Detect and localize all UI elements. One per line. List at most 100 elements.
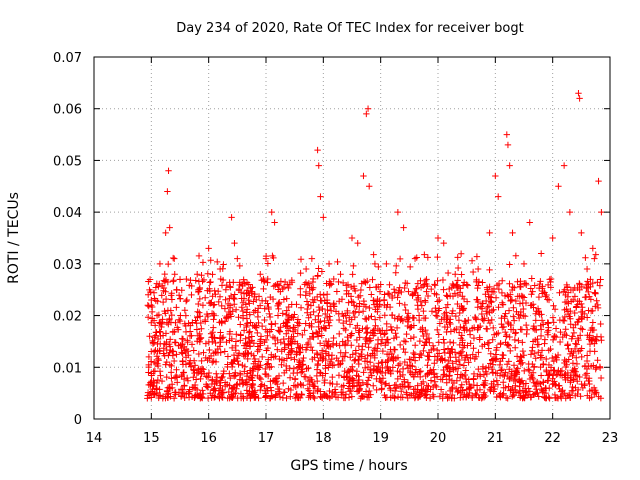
data-point	[591, 340, 598, 347]
data-point	[297, 256, 305, 263]
data-point	[291, 311, 298, 318]
data-point	[593, 297, 600, 304]
data-point	[174, 379, 181, 386]
data-point	[529, 375, 537, 383]
data-point	[222, 286, 230, 293]
data-point	[556, 385, 563, 393]
data-point	[407, 369, 414, 377]
data-point	[154, 376, 162, 384]
data-point	[429, 342, 437, 349]
data-point	[156, 319, 163, 326]
data-point	[557, 328, 564, 336]
data-point	[218, 302, 225, 310]
data-point	[294, 340, 301, 347]
data-point	[311, 394, 318, 402]
data-point	[348, 393, 356, 400]
data-point	[243, 290, 250, 297]
data-point	[587, 283, 594, 291]
data-point	[185, 360, 193, 367]
data-point	[219, 386, 226, 394]
data-point	[347, 293, 355, 300]
data-point	[399, 365, 407, 373]
data-point	[435, 350, 443, 357]
data-point	[226, 283, 234, 290]
data-point	[311, 354, 318, 361]
data-point	[507, 387, 514, 394]
data-point	[585, 288, 592, 296]
data-point	[155, 311, 163, 319]
data-point	[489, 336, 496, 343]
data-point	[198, 370, 205, 378]
data-point	[412, 366, 420, 373]
data-point	[248, 374, 256, 382]
data-point	[366, 183, 373, 190]
data-point	[355, 373, 362, 380]
data-point	[171, 374, 179, 381]
data-point	[531, 350, 538, 357]
data-point	[204, 383, 211, 390]
data-point	[539, 283, 546, 290]
data-point	[207, 330, 215, 337]
x-tick-label: 18	[315, 431, 332, 446]
data-point	[391, 289, 398, 296]
data-point	[416, 368, 423, 376]
data-point	[450, 366, 457, 373]
data-point	[155, 394, 162, 402]
data-point	[414, 382, 421, 389]
data-point	[404, 310, 412, 317]
data-point	[158, 323, 165, 331]
data-point	[288, 301, 295, 308]
data-point	[160, 287, 167, 295]
data-point	[365, 344, 372, 351]
data-point	[499, 391, 506, 399]
data-point	[400, 345, 407, 353]
data-point	[325, 364, 332, 371]
data-point	[256, 364, 263, 371]
data-point	[471, 355, 479, 363]
data-point	[504, 395, 511, 402]
data-point	[317, 193, 324, 200]
data-point	[179, 386, 186, 393]
data-point	[302, 292, 309, 299]
data-point	[424, 292, 432, 300]
data-point	[454, 300, 461, 308]
data-point	[228, 344, 236, 352]
data-point	[195, 288, 202, 296]
data-point	[364, 105, 372, 112]
data-point	[212, 339, 219, 347]
data-point	[200, 276, 208, 284]
data-point	[564, 289, 572, 296]
data-point	[488, 294, 495, 301]
data-point	[470, 375, 477, 382]
data-point	[444, 345, 452, 352]
data-point	[148, 348, 155, 355]
data-point	[465, 316, 472, 324]
data-point	[396, 284, 403, 291]
data-point	[470, 345, 477, 352]
data-point	[537, 372, 545, 379]
data-point	[433, 356, 441, 364]
data-point	[495, 193, 502, 200]
data-point	[315, 323, 322, 331]
data-point	[486, 386, 494, 393]
data-point	[442, 304, 450, 311]
data-point	[444, 363, 451, 371]
data-point	[384, 290, 392, 297]
data-point	[421, 342, 428, 349]
data-point	[391, 394, 398, 402]
data-point	[449, 307, 457, 315]
data-point	[346, 314, 353, 321]
data-point	[516, 387, 524, 395]
data-point	[210, 350, 218, 357]
data-point	[153, 385, 160, 392]
data-point	[551, 306, 559, 313]
data-point	[322, 348, 330, 355]
data-point	[391, 387, 399, 395]
data-point	[526, 219, 533, 226]
y-tick-label: 0.06	[53, 103, 82, 118]
data-point	[182, 346, 190, 353]
data-point	[544, 281, 552, 289]
data-point	[534, 341, 541, 348]
data-point	[448, 346, 455, 353]
